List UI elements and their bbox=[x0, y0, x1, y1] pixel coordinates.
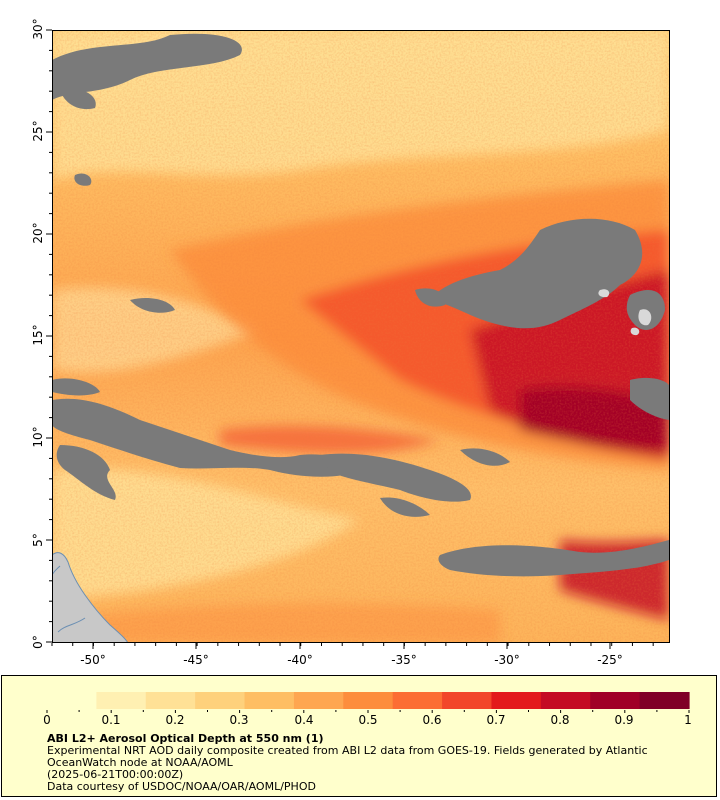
no-data-regions bbox=[52, 33, 669, 577]
lat-label-5: 5° bbox=[31, 533, 45, 547]
aod-field bbox=[52, 30, 669, 643]
lat-label-20: 20° bbox=[31, 222, 45, 243]
lon-label-25w: -25° bbox=[597, 653, 623, 667]
lat-minor-ticks bbox=[46, 29, 52, 643]
lat-label-0: 0° bbox=[31, 635, 45, 649]
longitude-axis: -50° -45° -40° -35° -30° -25° bbox=[80, 653, 623, 667]
legend-credit: Data courtesy of USDOC/NOAA/OAR/AOML/PHO… bbox=[47, 780, 316, 793]
lon-label-45w: -45° bbox=[183, 653, 209, 667]
lon-label-50w: -50° bbox=[80, 653, 106, 667]
lon-minor-ticks bbox=[51, 643, 654, 649]
latitude-axis: 0° 5° 10° 15° 20° 25° 30° bbox=[31, 18, 45, 648]
lon-label-30w: -30° bbox=[494, 653, 520, 667]
lon-label-35w: -35° bbox=[391, 653, 417, 667]
lon-label-40w: -40° bbox=[287, 653, 313, 667]
legend-description: Experimental NRT AOD daily composite cre… bbox=[47, 744, 648, 769]
aod-map: 0° 5° 10° 15° 20° 25° 30° -50° -45° -40°… bbox=[31, 18, 670, 667]
legend-date: (2025-06-21T00:00:00Z) bbox=[47, 768, 184, 781]
lat-label-10: 10° bbox=[31, 426, 45, 447]
lat-label-15: 15° bbox=[31, 324, 45, 345]
aod-map-panel: 0° 5° 10° 15° 20° 25° 30° -50° -45° -40°… bbox=[31, 18, 670, 667]
lat-label-30: 30° bbox=[31, 18, 45, 39]
legend-title: ABI L2+ Aerosol Optical Depth at 550 nm … bbox=[47, 732, 324, 745]
map-frame bbox=[52, 30, 670, 643]
lat-label-25: 25° bbox=[31, 120, 45, 141]
